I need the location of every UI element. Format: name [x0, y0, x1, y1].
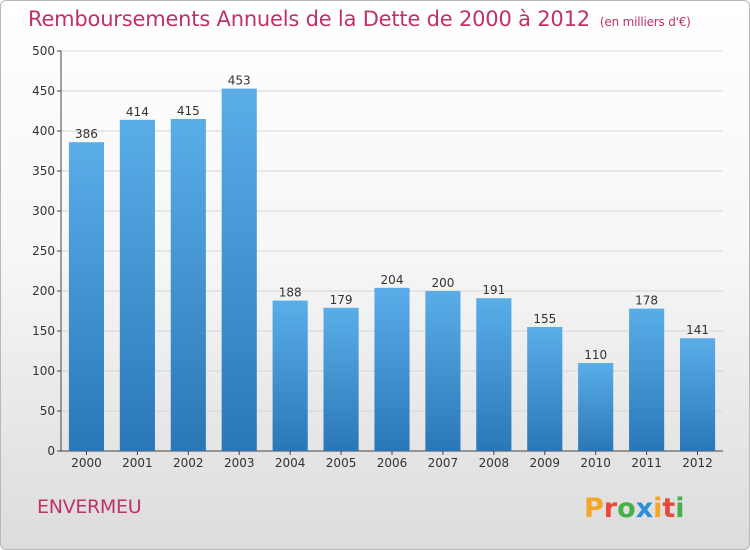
bar-value-label: 204: [381, 273, 404, 287]
x-tick-label: 2008: [479, 456, 510, 470]
bar-value-label: 414: [126, 105, 149, 119]
bar-2001: [119, 119, 155, 452]
x-tick-label: 2010: [580, 456, 611, 470]
bar-value-label: 191: [482, 283, 505, 297]
bar-2010: [578, 363, 614, 451]
x-tick-label: 2002: [173, 456, 204, 470]
bar-value-label: 386: [75, 127, 98, 141]
x-tick-label: 2005: [326, 456, 357, 470]
y-tick-label: 200: [32, 284, 55, 298]
bar-2005: [323, 307, 359, 451]
proxiti-logo: Proxiti: [584, 493, 685, 524]
chart-subtitle: (en milliers d'€): [599, 15, 691, 29]
bar-2011: [629, 308, 665, 451]
y-tick-label: 350: [32, 164, 55, 178]
bar-value-label: 200: [431, 276, 454, 290]
bar-value-label: 188: [279, 286, 302, 300]
y-tick-label: 100: [32, 364, 55, 378]
bar-2009: [527, 327, 563, 451]
x-tick-label: 2000: [71, 456, 102, 470]
x-tick-label: 2001: [122, 456, 153, 470]
bar-2006: [374, 287, 410, 451]
labels: 0 50 100 150 200 250 300 350 400 450 500 386 2000 414…: [32, 44, 713, 470]
x-tick-label: 2006: [377, 456, 408, 470]
bar-value-label: 453: [228, 74, 251, 88]
bar-value-label: 415: [177, 104, 200, 118]
y-tick-label: 400: [32, 124, 55, 138]
svg-text:Proxiti: Proxiti: [584, 493, 685, 524]
y-tick-label: 0: [47, 444, 55, 458]
bar-2002: [170, 119, 206, 451]
bar-value-label: 110: [584, 348, 607, 362]
y-tick-label: 500: [32, 44, 55, 58]
bar-2008: [476, 298, 512, 451]
commune-name: ENVERMEU: [37, 496, 142, 518]
y-tick-label: 150: [32, 324, 55, 338]
x-tick-label: 2004: [275, 456, 306, 470]
chart-title: Remboursements Annuels de la Dette de 20…: [28, 7, 691, 31]
x-tick-label: 2007: [428, 456, 459, 470]
y-tick-label: 50: [40, 404, 55, 418]
bar-value-label: 179: [330, 293, 353, 307]
x-tick-label: 2009: [529, 456, 560, 470]
x-tick-label: 2011: [631, 456, 662, 470]
bar-2012: [679, 338, 716, 451]
x-tick-label: 2003: [224, 456, 255, 470]
bar-value-label: 141: [686, 323, 709, 337]
bar-value-label: 178: [635, 294, 658, 308]
bar-2003: [221, 88, 257, 451]
bar-value-label: 155: [533, 312, 556, 326]
bar-2000: [68, 142, 105, 451]
bar-2004: [272, 300, 308, 451]
y-tick-label: 300: [32, 204, 55, 218]
y-tick-label: 450: [32, 84, 55, 98]
x-tick-label: 2012: [682, 456, 713, 470]
y-tick-label: 250: [32, 244, 55, 258]
bars: [68, 88, 716, 452]
bar-2007: [425, 291, 461, 451]
chart-title-text: Remboursements Annuels de la Dette de 20…: [28, 7, 590, 31]
